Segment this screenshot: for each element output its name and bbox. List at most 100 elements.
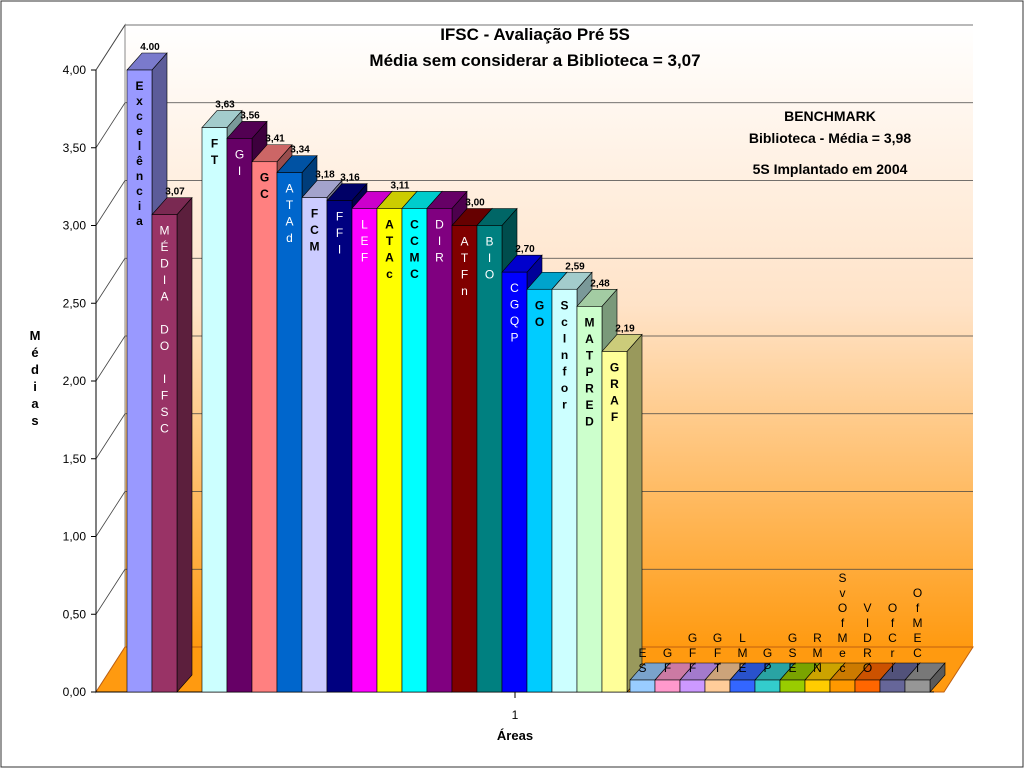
- bar-category-letter: F: [611, 410, 618, 424]
- bar-category-letter: E: [585, 398, 593, 412]
- bar: [904, 679, 931, 693]
- bar-category-letter: c: [136, 184, 143, 198]
- bar-category-letter: L: [361, 217, 368, 231]
- gridline-side: [95, 413, 126, 459]
- bar-category-letter: G: [688, 631, 697, 645]
- bars: Excelência4.00MÉDIADOIFSC3,07FT3,63GI3,5…: [126, 42, 946, 693]
- bar-category-letter: D: [160, 257, 169, 271]
- bar: [376, 208, 403, 693]
- bar-category-letter: C: [913, 646, 922, 660]
- bar-category-letter: F: [461, 268, 468, 282]
- bar-category-letter: f: [916, 601, 920, 615]
- bar-category-letter: C: [260, 187, 269, 201]
- y-tick-label: 0,50: [63, 607, 87, 621]
- y-tick-label: 4,00: [63, 63, 87, 77]
- bar-category-letter: O: [838, 601, 847, 615]
- bar-value-label: 2,59: [565, 261, 585, 272]
- bar-category-letter: C: [510, 281, 519, 295]
- bar-category-letter: M: [738, 646, 748, 660]
- bar-category-letter: L: [739, 631, 746, 645]
- bar-category-letter: M: [310, 240, 320, 254]
- bar-category-letter: M: [813, 646, 823, 660]
- bar-category-letter: G: [235, 147, 244, 161]
- bar-category-letter: G: [763, 646, 772, 660]
- y-tick-label: 1,50: [63, 452, 87, 466]
- bar-category-letter: R: [813, 631, 822, 645]
- gridline-side: [95, 180, 126, 226]
- bar-category-letter: E: [738, 661, 746, 675]
- bar-category-letter: O: [888, 601, 897, 615]
- bar-category-letter: R: [863, 646, 872, 660]
- bar-category-letter: A: [585, 332, 594, 346]
- bar-value-label: 2,19: [615, 323, 635, 334]
- bar-category-letter: D: [585, 414, 594, 428]
- bar: [126, 69, 153, 693]
- bar-category-letter: G: [610, 360, 619, 374]
- bar-category-letter: d: [286, 231, 293, 245]
- bar-category-letter: F: [211, 137, 218, 151]
- bar-category-letter: A: [385, 250, 394, 264]
- bar: [804, 679, 831, 693]
- bar: [401, 208, 428, 693]
- bar-category-letter: E: [135, 79, 143, 93]
- bar-category-letter: E: [788, 661, 796, 675]
- bar-category-letter: F: [311, 207, 318, 221]
- bar-category-letter: E: [913, 631, 921, 645]
- bar-category-letter: O: [863, 661, 872, 675]
- bar-category-letter: O: [535, 315, 544, 329]
- bar-category-letter: T: [461, 251, 469, 265]
- bar-category-letter: C: [310, 223, 319, 237]
- bar-category-letter: G: [535, 298, 544, 312]
- bar-category-letter: i: [891, 661, 894, 675]
- gridline-side: [95, 258, 126, 304]
- gridline-side: [95, 102, 126, 148]
- bar-category-letter: M: [160, 224, 170, 238]
- bar-category-letter: E: [638, 646, 646, 660]
- bar-value-label: 3,63: [215, 100, 235, 111]
- bar-category-letter: A: [460, 235, 468, 249]
- bar-category-letter: G: [510, 298, 519, 312]
- bar-category-letter: c: [840, 661, 846, 675]
- y-label-letter: d: [31, 362, 39, 377]
- bar-value-label: 4.00: [140, 42, 160, 53]
- bar-category-letter: e: [136, 124, 143, 138]
- bar-category-letter: r: [562, 397, 567, 411]
- bar-value-label: 2,70: [515, 244, 535, 255]
- bar-category-letter: A: [385, 217, 394, 231]
- y-tick-label: 1,00: [63, 530, 87, 544]
- bar: [551, 288, 578, 693]
- gridline-side: [95, 24, 126, 71]
- bar: [451, 225, 478, 693]
- chart-title: IFSC - Avaliação Pré 5S: [440, 25, 630, 44]
- bar-category-letter: M: [410, 250, 420, 264]
- bar-category-letter: A: [285, 182, 293, 196]
- bar: [629, 679, 656, 693]
- bar-category-letter: G: [788, 631, 797, 645]
- bar-value-label: 3,00: [465, 198, 485, 209]
- bar-category-letter: S: [160, 405, 168, 419]
- bar: [729, 679, 756, 693]
- bar: [201, 127, 228, 693]
- gridline-side: [95, 335, 126, 382]
- bar-category-letter: n: [136, 169, 143, 183]
- bar-category-letter: F: [161, 389, 168, 403]
- bar-category-letter: A: [285, 215, 293, 229]
- bar-category-letter: I: [163, 273, 166, 287]
- bar-category-letter: I: [163, 372, 166, 386]
- bar-category-letter: n: [561, 348, 568, 362]
- bar-category-letter: T: [714, 661, 722, 675]
- bar-category-letter: F: [336, 226, 343, 240]
- bar-category-letter: F: [664, 661, 671, 675]
- bar-value-label: 3,18: [315, 170, 335, 181]
- bar: [854, 679, 881, 693]
- bar-category-letter: T: [211, 153, 219, 167]
- bar-category-letter: S: [788, 646, 796, 660]
- bar: [754, 679, 781, 693]
- bar: [251, 161, 278, 693]
- bar-category-letter: ê: [136, 154, 143, 168]
- bar-category-letter: G: [713, 631, 722, 645]
- bar-category-letter: R: [435, 250, 444, 264]
- bar-value-label: 3,16: [340, 173, 360, 184]
